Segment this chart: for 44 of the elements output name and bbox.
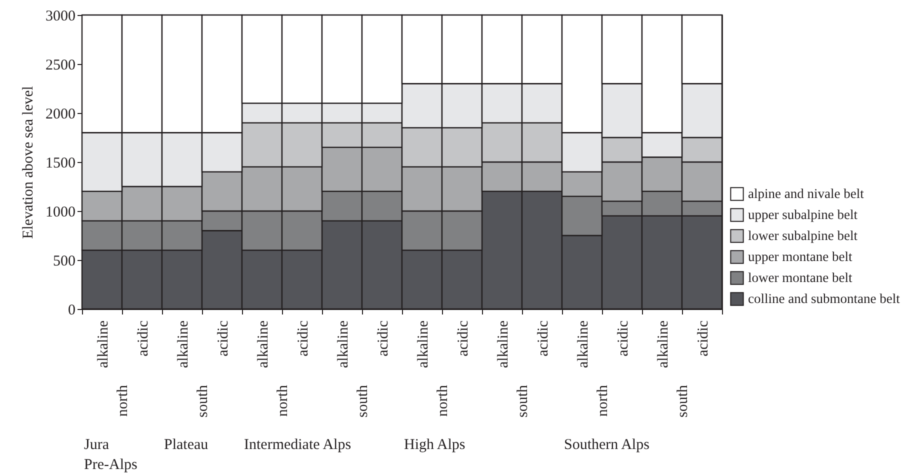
text: north [595, 384, 611, 417]
x-tick-label: alkaline [336, 320, 352, 368]
x-tick-label: alkaline [656, 320, 672, 368]
text: Jura [84, 437, 110, 453]
y-tick-label: 1500 [46, 156, 76, 172]
x-tick-label: alkaline [496, 320, 512, 368]
x-tick-label: acidic [136, 320, 152, 356]
y-tick-label: 0 [68, 302, 76, 318]
text: north [115, 384, 131, 417]
x-tick-label: acidic [536, 320, 552, 356]
x-tick-label: alkaline [256, 320, 272, 368]
x-tick-label: acidic [456, 320, 472, 356]
legend-label: alpine and nivale belt [748, 186, 864, 201]
x-tick-label: acidic [296, 320, 312, 356]
text: south [515, 384, 531, 418]
text: north [275, 384, 291, 417]
x-tick-label: alkaline [176, 320, 192, 368]
text: south [195, 384, 211, 418]
legend-label: upper subalpine belt [748, 207, 858, 222]
x-tick-label: alkaline [576, 320, 592, 368]
x-tick-label: alkaline [416, 320, 432, 368]
text: north [435, 384, 451, 417]
y-tick-label: 2500 [46, 58, 76, 74]
text: south [675, 384, 691, 418]
legend-label: upper montane belt [748, 249, 852, 264]
y-tick-label: 3000 [46, 8, 76, 24]
text: Pre-Alps [84, 457, 138, 473]
x-tick-label: acidic [376, 320, 392, 356]
y-tick-label: 2000 [46, 106, 76, 122]
legend-label: colline and submontane belt [748, 291, 900, 306]
x-tick-label: acidic [216, 320, 232, 356]
x-tick-label: alkaline [96, 320, 112, 368]
y-tick-label: 1000 [46, 204, 76, 220]
text: south [355, 384, 371, 418]
legend-label: lower subalpine belt [748, 228, 858, 243]
text: Southern Alps [564, 437, 650, 453]
legend-label: lower montane belt [748, 270, 852, 285]
y-axis-title: Elevation above sea level [20, 86, 36, 239]
y-tick-label: 500 [53, 254, 76, 270]
x-tick-label: acidic [696, 320, 712, 356]
x-tick-label: acidic [616, 320, 632, 356]
text: Plateau [164, 437, 209, 453]
text: Intermediate Alps [244, 437, 352, 453]
text: High Alps [404, 437, 466, 453]
